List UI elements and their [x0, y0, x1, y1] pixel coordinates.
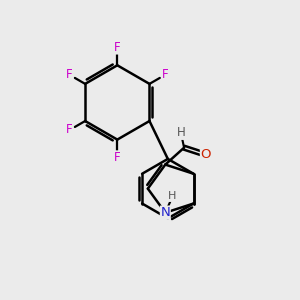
Text: H: H: [177, 126, 185, 140]
Text: F: F: [66, 123, 73, 136]
Text: N: N: [160, 206, 170, 219]
Text: F: F: [162, 68, 168, 82]
Text: F: F: [114, 151, 121, 164]
Text: H: H: [168, 191, 177, 201]
Text: O: O: [200, 148, 211, 161]
Text: F: F: [114, 41, 121, 54]
Text: F: F: [66, 68, 73, 82]
